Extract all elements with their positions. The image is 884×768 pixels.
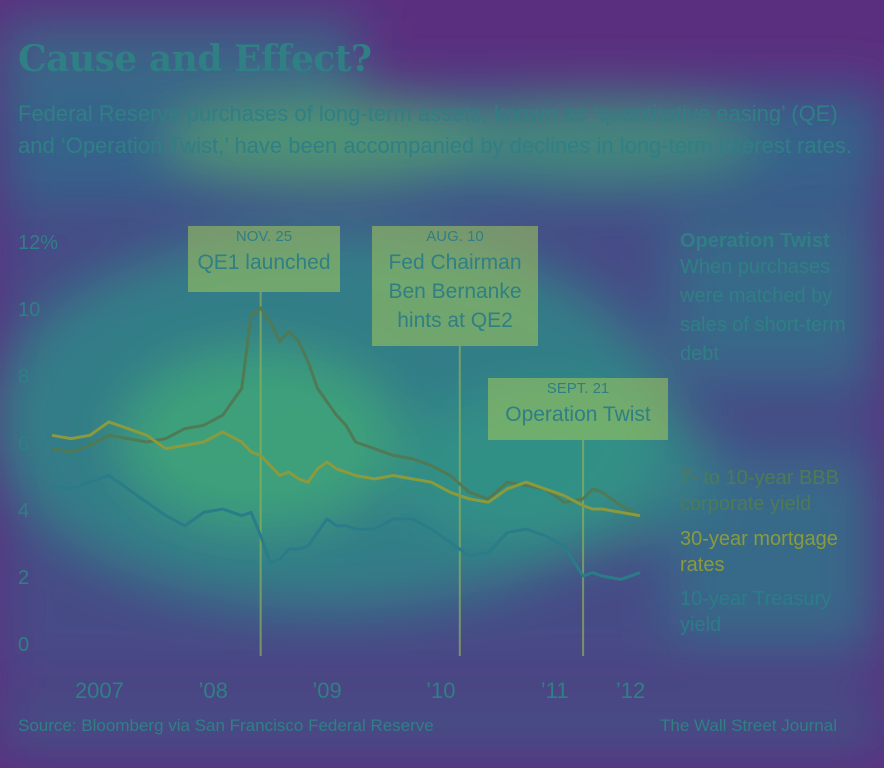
legend-mortgage: 30-year mortgage rates: [680, 528, 838, 576]
legend-treasury: 10-year Treasury yield: [680, 588, 832, 636]
x-tick-label: ’11: [541, 678, 569, 703]
publisher-credit: The Wall Street Journal: [660, 716, 837, 735]
y-tick-label: 4: [18, 500, 29, 522]
y-tick-label: 12%: [18, 232, 58, 254]
annotation-qe2: AUG. 10 Fed Chairman Ben Bernanke hints …: [372, 226, 538, 346]
annotation-qe1: NOV. 25 QE1 launched: [188, 226, 340, 292]
annotation-date: NOV. 25: [235, 228, 293, 245]
source-note: Source: Bloomberg via San Francisco Fede…: [18, 716, 434, 735]
x-tick-label: ’10: [426, 678, 455, 703]
annotation-date: AUG. 10: [426, 228, 484, 245]
x-tick-label: 2007: [75, 678, 124, 703]
series-line-treasury: [51, 474, 641, 581]
annotation-text: Fed Chairman Ben Bernanke hints at QE2: [388, 251, 522, 332]
series-line-mortgage: [51, 420, 641, 518]
annotation-twist: SEPT. 21 Operation Twist: [488, 378, 668, 440]
operation-twist-note: Operation Twist When purchases were matc…: [680, 230, 865, 369]
note-text: When purchases were matched by sales of …: [680, 256, 846, 365]
x-tick-label: ’09: [312, 678, 341, 703]
legend-bbb: 7- to 10-year BBB corporate yield: [680, 467, 839, 515]
x-tick-label: ’08: [199, 678, 228, 703]
annotation-date: SEPT. 21: [546, 380, 610, 397]
y-tick-label: 8: [18, 366, 29, 388]
page-title: Cause and Effect?: [18, 38, 372, 80]
x-tick-label: ’12: [616, 678, 645, 703]
y-tick-label: 10: [18, 299, 40, 321]
y-tick-label: 0: [18, 634, 29, 656]
page-subtitle: Federal Reserve purchases of long-term a…: [18, 101, 853, 158]
y-tick-label: 2: [18, 567, 29, 589]
note-title: Operation Twist: [680, 230, 830, 252]
y-tick-label: 6: [18, 433, 29, 455]
annotation-text: Operation Twist: [505, 403, 651, 426]
annotation-text: QE1 launched: [197, 251, 331, 274]
